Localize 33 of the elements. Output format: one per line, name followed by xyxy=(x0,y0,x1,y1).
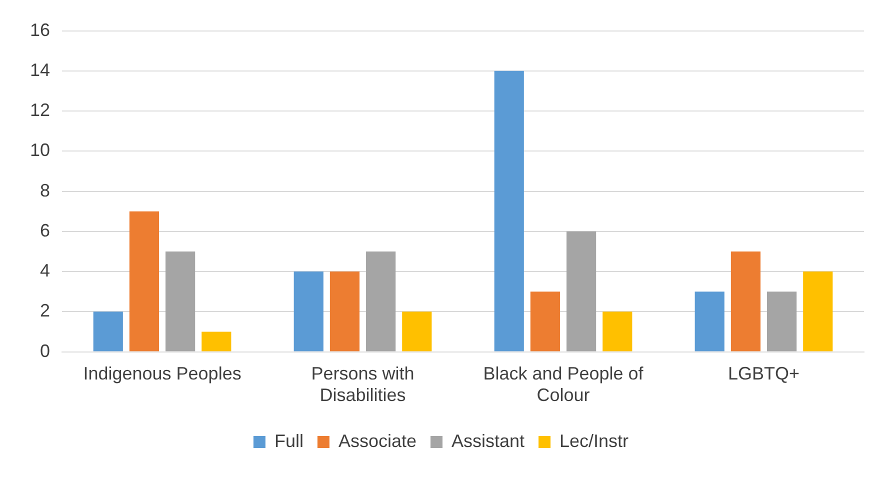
y-tick-label: 8 xyxy=(40,180,50,200)
bar xyxy=(330,272,360,352)
x-tick-label: Black and People of Colour xyxy=(483,364,644,406)
y-tick-label: 6 xyxy=(40,220,50,240)
y-tick-label: 0 xyxy=(40,340,50,361)
bar xyxy=(730,251,761,352)
x-tick-label: Persons with Disabilities xyxy=(311,364,414,406)
bar xyxy=(93,312,123,352)
y-tick-label: 12 xyxy=(30,100,50,120)
bar xyxy=(494,70,524,352)
x-tick-label: LGBTQ+ xyxy=(728,364,800,384)
bar xyxy=(530,292,560,352)
bar xyxy=(166,251,196,352)
bar xyxy=(402,312,432,352)
legend-label: Lec/Instr xyxy=(560,430,629,451)
legend-label: Assistant xyxy=(451,430,525,451)
bar xyxy=(366,251,396,352)
y-tick-label: 16 xyxy=(30,20,50,40)
bar xyxy=(566,231,596,352)
x-tick-label: Indigenous Peoples xyxy=(83,364,242,384)
legend-label: Associate xyxy=(338,430,416,451)
bar xyxy=(294,272,324,352)
bar xyxy=(803,272,833,352)
bar xyxy=(202,332,232,352)
y-tick-label: 4 xyxy=(40,260,50,281)
bar xyxy=(602,312,632,352)
y-tick-label: 10 xyxy=(30,140,50,160)
bar xyxy=(767,292,797,352)
y-tick-label: 14 xyxy=(30,60,50,80)
legend-label: Full xyxy=(274,430,304,451)
bar xyxy=(694,292,724,352)
y-tick-label: 2 xyxy=(40,300,50,321)
bar xyxy=(129,211,160,352)
